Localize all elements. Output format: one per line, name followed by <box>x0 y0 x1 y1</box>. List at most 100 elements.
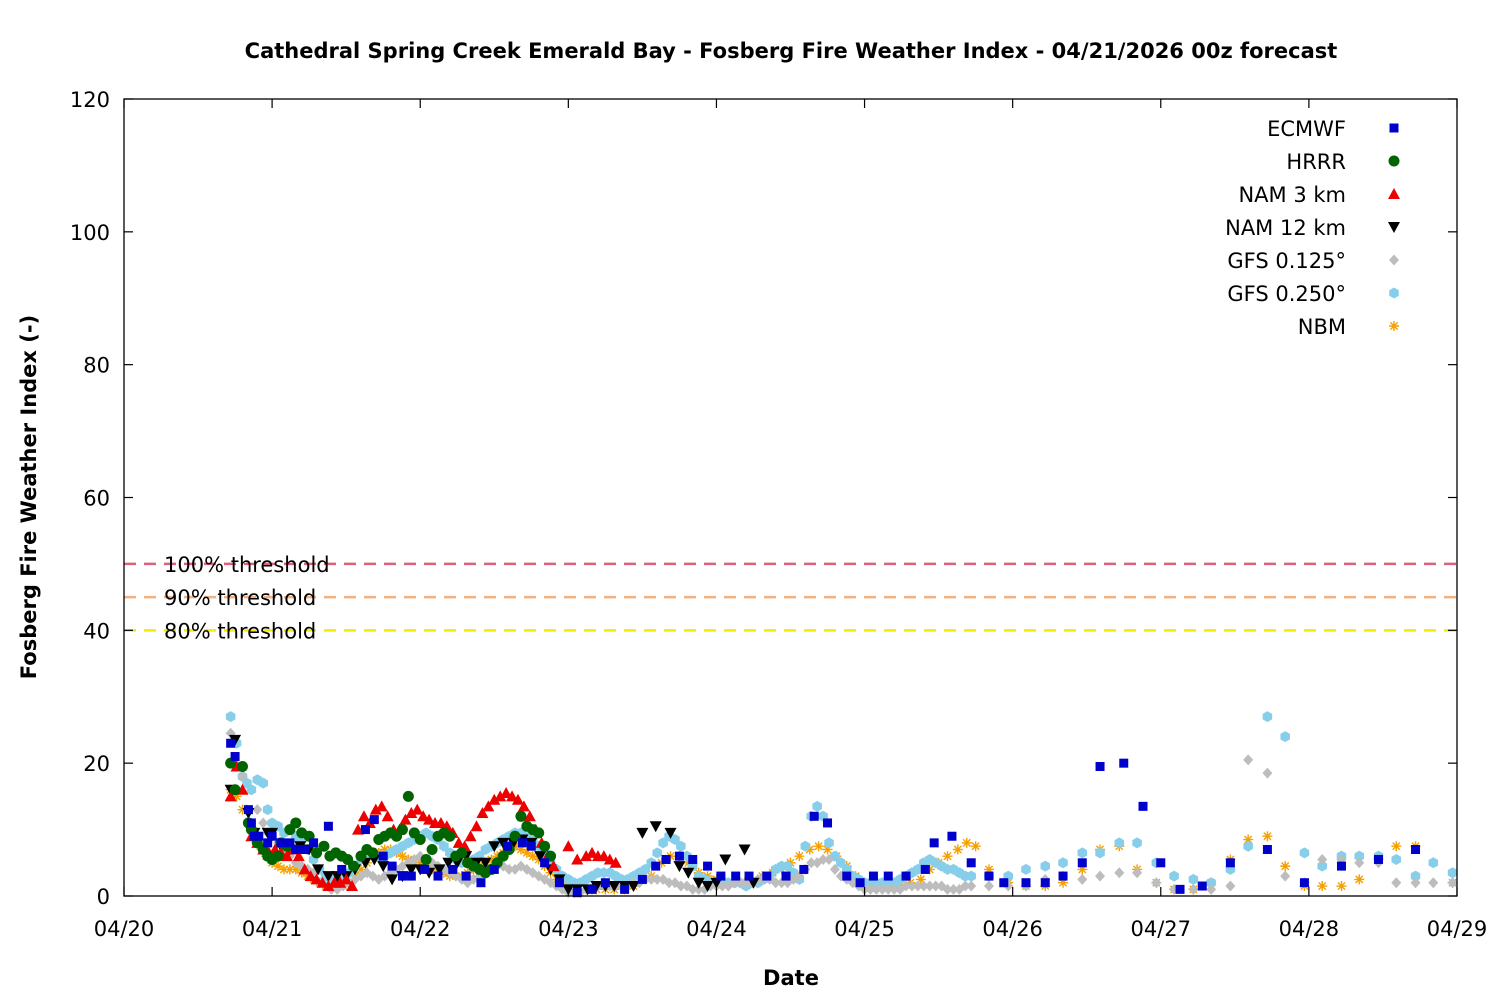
point-ecmwf <box>337 864 347 874</box>
point-nbm <box>492 851 503 862</box>
point-gfs-0-250 <box>1243 840 1253 852</box>
point-nbm <box>1391 841 1402 852</box>
point-nam-3-km <box>603 853 616 865</box>
point-ecmwf <box>620 884 630 894</box>
point-nam-3-km <box>482 800 495 812</box>
legend-label: GFS 0.125° <box>1227 249 1346 273</box>
point-ecmwf <box>1374 854 1384 864</box>
point-ecmwf <box>842 871 852 881</box>
threshold-label: 100% threshold <box>164 553 330 577</box>
point-gfs-0-250 <box>1040 860 1051 872</box>
point-nam-3-km <box>511 793 524 805</box>
point-gfs-0-250 <box>966 870 976 882</box>
point-gfs-0-125 <box>1243 754 1254 766</box>
point-nam-12-km <box>377 861 390 873</box>
point-nbm <box>355 864 366 875</box>
legend-label: HRRR <box>1286 150 1346 174</box>
point-gfs-0-250 <box>439 840 449 852</box>
point-gfs-0-250 <box>1021 863 1031 875</box>
legend-marker-nam-3-km <box>1388 188 1400 199</box>
x-tick-label: 04/23 <box>538 917 599 941</box>
point-gfs-0-125 <box>883 883 894 895</box>
point-nbm <box>813 841 824 852</box>
threshold-label: 90% threshold <box>164 586 316 610</box>
point-gfs-0-250 <box>1077 847 1088 859</box>
point-ecmwf <box>243 805 253 815</box>
point-nbm <box>942 851 953 862</box>
point-nam-3-km <box>340 873 353 885</box>
point-ecmwf <box>731 871 741 881</box>
point-gfs-0-125 <box>871 883 882 895</box>
point-nbm <box>794 851 805 862</box>
point-gfs-0-250 <box>1058 857 1068 869</box>
point-ecmwf <box>762 871 772 881</box>
point-gfs-0-250 <box>913 863 923 875</box>
point-ecmwf <box>1040 878 1050 888</box>
point-hrrr <box>229 784 241 796</box>
point-nam-3-km <box>322 880 335 892</box>
point-gfs-0-250 <box>670 834 680 846</box>
y-tick-label: 20 <box>83 752 110 776</box>
x-tick-label: 04/21 <box>242 917 303 941</box>
point-nbm <box>533 854 544 865</box>
point-gfs-0-250 <box>1428 857 1439 869</box>
point-nam-12-km <box>664 827 677 839</box>
point-gfs-0-250 <box>1410 870 1421 882</box>
point-gfs-0-250 <box>1114 837 1125 849</box>
point-gfs-0-125 <box>1280 870 1291 882</box>
point-nam-3-km <box>547 860 560 872</box>
point-nam-3-km <box>523 810 536 822</box>
point-nam-3-km <box>452 836 465 848</box>
point-nam-3-km <box>346 880 359 892</box>
legend-label: NAM 12 km <box>1225 216 1346 240</box>
legend-marker-nbm <box>1389 321 1399 331</box>
point-gfs-0-125 <box>770 877 781 889</box>
point-nam-12-km <box>322 871 335 883</box>
point-nam-3-km <box>517 800 530 812</box>
point-ecmwf <box>674 851 684 861</box>
point-gfs-0-125 <box>912 880 923 892</box>
point-gfs-0-250 <box>1169 870 1179 882</box>
point-nam-3-km <box>586 846 599 858</box>
point-ecmwf <box>387 861 397 871</box>
point-nam-12-km <box>488 841 501 853</box>
point-nbm <box>983 864 994 875</box>
point-ecmwf <box>855 878 865 888</box>
point-gfs-0-125 <box>717 880 728 892</box>
threshold-lines: 100% threshold 90% threshold 80% threshold <box>124 553 1457 643</box>
point-ecmwf <box>744 871 754 881</box>
point-nbm <box>970 841 981 852</box>
point-gfs-0-125 <box>237 770 248 782</box>
point-gfs-0-125 <box>1225 880 1236 892</box>
point-gfs-0-250 <box>1206 877 1216 889</box>
point-gfs-0-125 <box>983 880 994 892</box>
point-nam-3-km <box>316 876 329 888</box>
point-nam-3-km <box>464 830 477 842</box>
point-nbm <box>521 847 532 858</box>
point-ecmwf <box>230 752 240 762</box>
point-gfs-0-125 <box>1447 877 1458 889</box>
point-gfs-0-125 <box>1391 877 1402 889</box>
y-tick-label: 60 <box>83 487 110 511</box>
point-nam-3-km <box>597 850 610 862</box>
point-ecmwf <box>1336 861 1346 871</box>
point-nam-3-km <box>304 870 317 882</box>
point-gfs-0-250 <box>1262 711 1273 723</box>
point-nam-12-km <box>719 854 732 866</box>
y-tick-label: 100 <box>70 221 110 245</box>
legend-label: GFS 0.250° <box>1227 282 1346 306</box>
point-hrrr <box>367 847 379 859</box>
point-nam-3-km <box>298 863 311 875</box>
point-nam-3-km <box>405 806 418 818</box>
point-ecmwf <box>369 815 379 825</box>
point-ecmwf <box>263 838 273 848</box>
point-nbm <box>415 857 426 868</box>
point-gfs-0-250 <box>1132 837 1142 849</box>
point-nam-3-km <box>280 850 293 862</box>
point-nam-3-km <box>571 853 584 865</box>
point-gfs-0-125 <box>1114 867 1125 879</box>
point-nbm <box>290 864 301 875</box>
point-ecmwf <box>901 871 911 881</box>
point-gfs-0-250 <box>640 863 651 875</box>
point-gfs-0-125 <box>1410 877 1421 889</box>
